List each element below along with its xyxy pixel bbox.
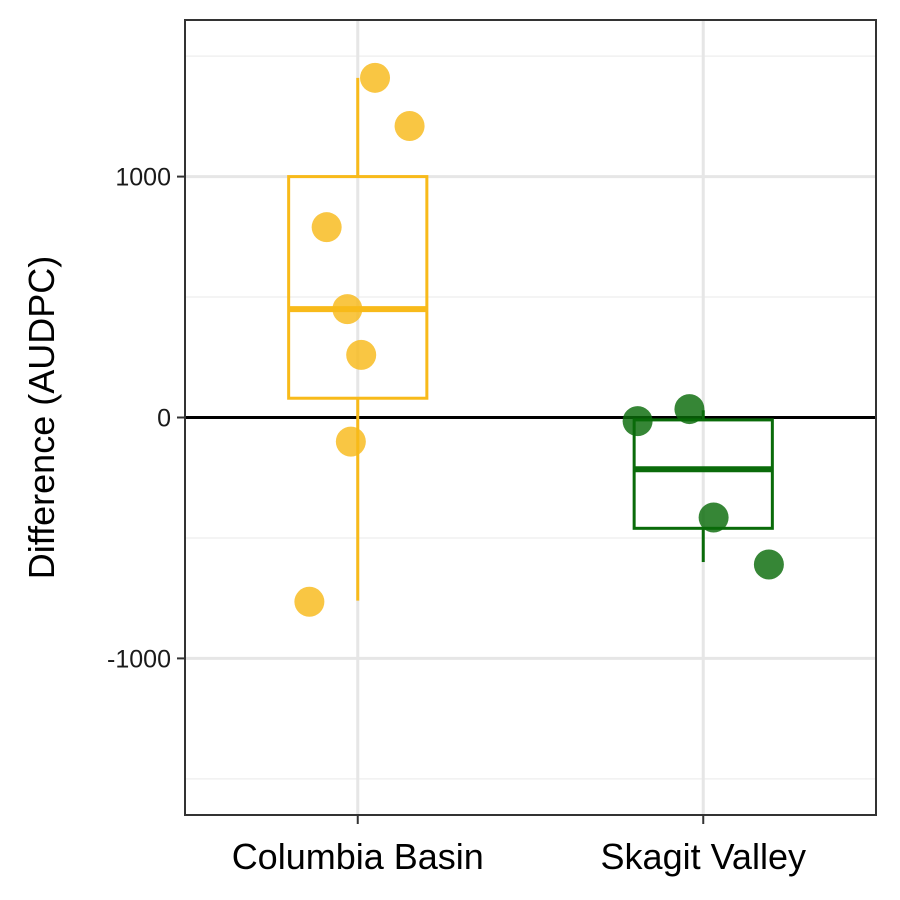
x-axis: Columbia Basin Skagit Valley	[232, 815, 806, 877]
y-tick-label: -1000	[107, 645, 171, 673]
data-point	[674, 394, 705, 425]
data-point	[294, 586, 325, 617]
data-point	[335, 426, 366, 457]
data-point	[753, 549, 784, 580]
data-point	[698, 502, 729, 533]
data-point	[311, 212, 342, 243]
data-point	[332, 294, 363, 325]
data-point	[622, 406, 653, 437]
boxes	[287, 77, 774, 601]
x-tick-label: Columbia Basin	[232, 836, 484, 877]
y-tick-label: 0	[157, 405, 171, 433]
y-tick-label: 1000	[115, 164, 171, 192]
data-points	[294, 62, 784, 617]
y-axis: -1000 0 1000	[107, 164, 185, 673]
y-axis-title: Difference (AUDPC)	[21, 256, 62, 579]
x-tick-label: Skagit Valley	[601, 836, 806, 877]
data-point	[360, 62, 391, 93]
data-point	[346, 339, 377, 370]
data-point	[394, 111, 425, 141]
box-iqr	[287, 175, 429, 400]
